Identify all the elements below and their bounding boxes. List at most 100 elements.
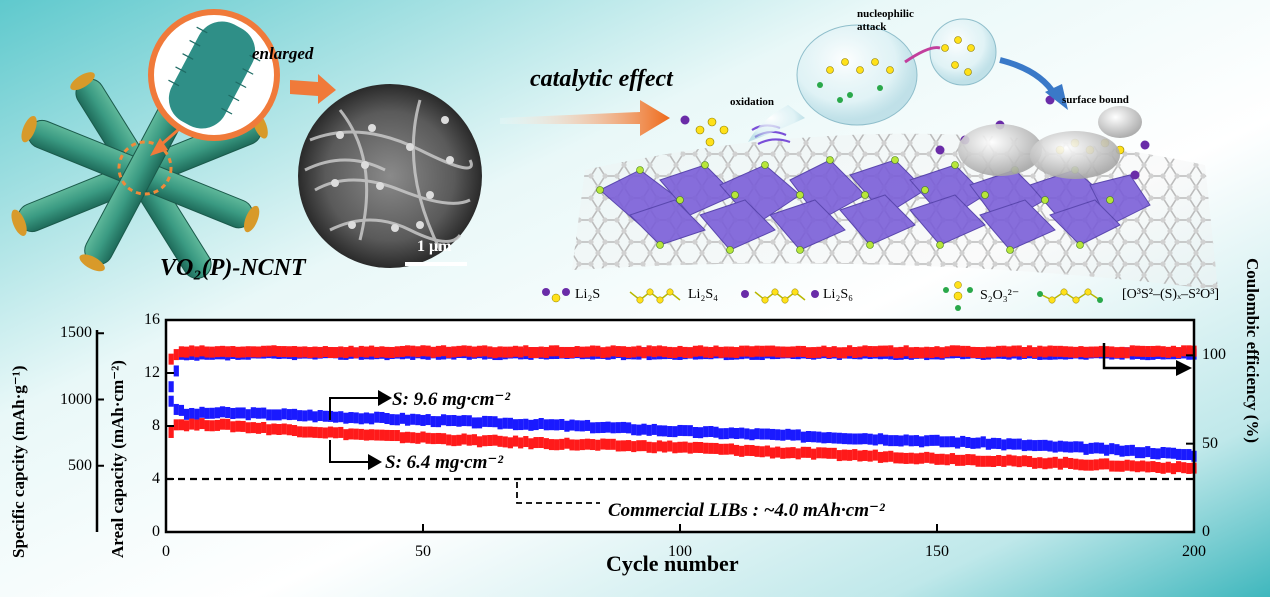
data-point bbox=[327, 346, 334, 358]
data-point bbox=[924, 346, 930, 358]
data-point bbox=[1186, 449, 1192, 461]
data-point bbox=[847, 449, 853, 461]
coulombic-tick-label: 100 bbox=[1202, 346, 1226, 364]
data-point bbox=[363, 412, 370, 424]
data-point bbox=[291, 425, 298, 437]
data-point bbox=[189, 407, 195, 419]
enlarge-arrow bbox=[290, 74, 336, 104]
data-point bbox=[831, 346, 837, 358]
data-point bbox=[764, 428, 770, 440]
data-point bbox=[584, 346, 591, 358]
data-point bbox=[1068, 457, 1074, 469]
data-point bbox=[194, 419, 200, 431]
data-point bbox=[692, 345, 699, 357]
series-3 bbox=[168, 345, 1197, 365]
data-point bbox=[1155, 448, 1161, 460]
data-point bbox=[857, 450, 863, 462]
data-point bbox=[523, 418, 529, 430]
data-point bbox=[661, 346, 668, 358]
data-point bbox=[178, 404, 185, 416]
data-point bbox=[240, 346, 246, 358]
data-point bbox=[173, 419, 179, 431]
data-point bbox=[379, 346, 385, 358]
data-point bbox=[703, 426, 709, 438]
data-point bbox=[821, 345, 827, 357]
data-point bbox=[1170, 447, 1177, 459]
data-point bbox=[173, 365, 179, 377]
data-point bbox=[209, 407, 215, 419]
data-point bbox=[302, 410, 308, 422]
data-point bbox=[333, 347, 339, 359]
data-point bbox=[425, 345, 431, 357]
legend-label-li2s6: Li₂S₆ bbox=[823, 287, 853, 302]
data-point bbox=[1042, 458, 1048, 470]
data-point bbox=[554, 345, 560, 357]
data-point bbox=[1186, 345, 1192, 357]
data-point bbox=[430, 433, 436, 445]
data-point bbox=[569, 419, 575, 431]
data-point bbox=[487, 416, 493, 428]
data-point bbox=[934, 346, 940, 358]
data-point bbox=[476, 345, 483, 357]
data-point bbox=[980, 347, 986, 359]
data-point bbox=[543, 419, 549, 431]
data-point bbox=[446, 415, 452, 427]
data-point bbox=[1119, 460, 1125, 472]
data-point bbox=[656, 440, 663, 452]
data-point bbox=[795, 429, 801, 441]
data-point bbox=[800, 345, 806, 357]
data-point bbox=[502, 346, 508, 358]
data-point bbox=[230, 407, 236, 419]
data-point bbox=[924, 435, 930, 447]
data-point bbox=[687, 425, 693, 437]
data-point bbox=[1170, 345, 1177, 357]
data-point bbox=[970, 346, 976, 358]
x-tick-label: 150 bbox=[925, 543, 949, 560]
data-point bbox=[214, 346, 220, 358]
data-point bbox=[682, 441, 688, 453]
data-point bbox=[985, 346, 991, 358]
data-point bbox=[1042, 439, 1048, 451]
data-point bbox=[358, 428, 364, 440]
data-point bbox=[194, 408, 200, 420]
data-point bbox=[1104, 346, 1110, 358]
data-point bbox=[600, 438, 606, 450]
data-point bbox=[466, 415, 472, 427]
data-point bbox=[595, 345, 601, 357]
data-point bbox=[1001, 455, 1007, 467]
data-point bbox=[1145, 461, 1151, 473]
data-point bbox=[831, 447, 837, 459]
data-point bbox=[209, 420, 215, 432]
data-point bbox=[898, 346, 904, 358]
data-point bbox=[1037, 439, 1043, 451]
data-point bbox=[543, 438, 549, 450]
surface-bound-label: surface bound bbox=[1062, 94, 1129, 106]
data-point bbox=[610, 345, 616, 357]
data-point bbox=[805, 446, 812, 458]
data-point bbox=[703, 346, 709, 358]
data-point bbox=[651, 423, 657, 435]
data-point bbox=[240, 420, 246, 432]
data-point bbox=[836, 450, 842, 462]
data-point bbox=[502, 436, 508, 448]
data-point bbox=[826, 432, 832, 444]
data-point bbox=[888, 450, 894, 462]
data-point bbox=[579, 439, 585, 451]
data-point bbox=[1181, 345, 1187, 357]
data-point bbox=[805, 431, 812, 443]
data-point bbox=[374, 411, 380, 423]
data-point bbox=[369, 413, 375, 425]
data-point bbox=[954, 437, 961, 449]
polythionate-molecule-icon bbox=[1037, 288, 1103, 304]
data-point bbox=[1160, 446, 1166, 458]
data-point bbox=[507, 346, 513, 358]
data-point bbox=[1155, 461, 1161, 473]
data-point bbox=[841, 347, 848, 359]
data-point bbox=[1129, 460, 1135, 472]
data-point bbox=[780, 429, 786, 441]
data-point bbox=[949, 436, 956, 448]
legend-label-thiosulfate: S₂O₃²⁻ bbox=[980, 288, 1020, 303]
data-point bbox=[713, 426, 719, 438]
data-point bbox=[903, 345, 909, 357]
x-tick-label: 0 bbox=[162, 543, 170, 560]
